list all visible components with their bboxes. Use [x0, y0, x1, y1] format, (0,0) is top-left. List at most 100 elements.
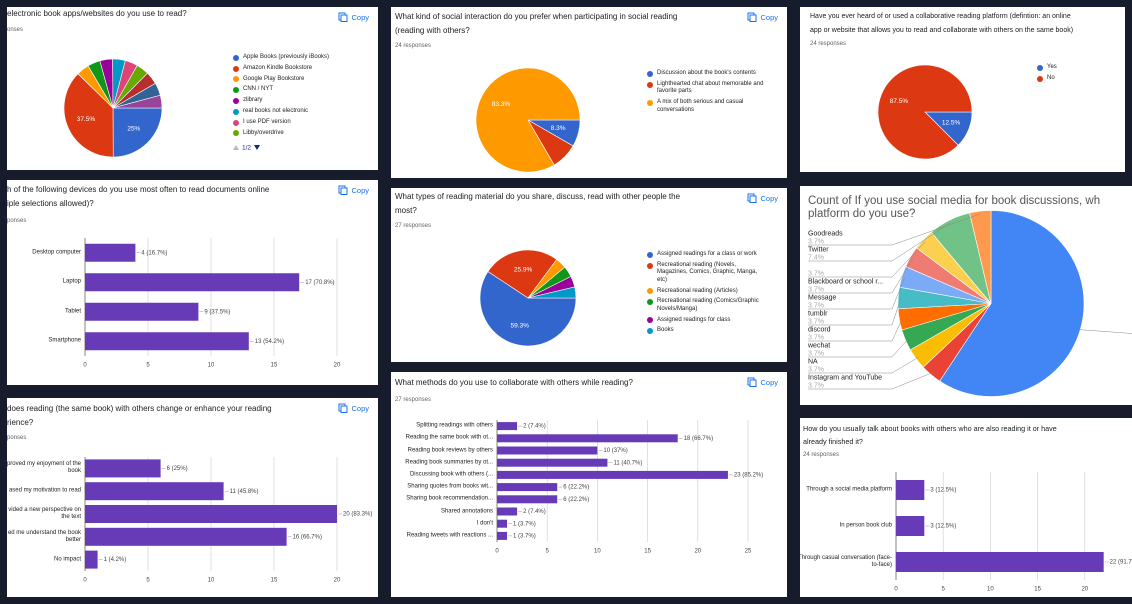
chart-card: 12.5% 87.5% Have you ever heard of or used… — [800, 7, 1125, 172]
bar — [497, 519, 508, 528]
value-label: 10 (37%) — [603, 448, 627, 454]
value-label: 16 (66.7%) — [293, 534, 322, 540]
x-tick-label: 15 — [644, 549, 651, 555]
chart-title: What methods do you use to collaborate w… — [395, 378, 633, 387]
callout-value: 3.7% — [808, 286, 824, 293]
copy-button[interactable]: Copy — [338, 185, 369, 195]
leader-line — [808, 372, 933, 390]
legend-swatch — [233, 76, 239, 83]
callout-label: wechat — [807, 342, 830, 349]
chart: Instagram and YouTube3.7%NA3.7%wechat3.7… — [807, 210, 1132, 397]
legend-label: Lighthearted chat about memorable and fa… — [657, 80, 764, 95]
response-count: 27 responses — [395, 223, 432, 229]
leader-line — [808, 213, 981, 246]
legend-swatch — [647, 317, 653, 324]
copy-button[interactable]: Copy — [338, 12, 369, 22]
legend: Assigned readings for a class or work Rec… — [647, 251, 765, 338]
chart: 0 5 10 15 20 6 (25%) 11 (45.8%) 20 (83.3%) 16 (6… — [83, 457, 372, 584]
value-label: 11 (40.7%) — [613, 460, 642, 466]
legend-item: A mix of both serious and casual convers… — [647, 99, 771, 114]
category-label: Splitting readings with others — [416, 422, 493, 429]
category-label: Smartphone — [48, 337, 81, 344]
pie-slice — [487, 249, 558, 299]
legend-item: Assigned readings for class — [647, 317, 765, 325]
bar — [85, 243, 136, 262]
x-tick-label: 0 — [495, 549, 499, 555]
x-tick-label: 15 — [271, 578, 278, 584]
copy-icon — [747, 193, 757, 203]
copy-icon — [747, 12, 757, 22]
callout-label: Blackboard or school r... — [808, 278, 883, 285]
legend-label: No — [1047, 74, 1055, 81]
category-label: Through casual conversation (face-to-fac… — [800, 555, 892, 568]
copy-label: Copy — [760, 12, 778, 22]
response-count: 24 responses — [803, 452, 840, 458]
slice-label: 25.9% — [514, 266, 533, 273]
category-label: Laptop — [62, 278, 81, 285]
chart: 12.5% 87.5% — [877, 64, 973, 160]
chart: 0 5 10 15 20 3 (12.5%) 3 (12.5%) 22 (91.7%) — [894, 472, 1132, 593]
slice-label: 83.3% — [492, 101, 511, 108]
chart-card: Instagram and YouTube 3.7% NA 3.7% wechat 3.7… — [800, 186, 1132, 405]
copy-button[interactable]: Copy — [338, 403, 369, 413]
copy-button[interactable]: Copy — [747, 193, 778, 203]
bar — [497, 422, 518, 431]
legend-swatch — [647, 251, 653, 258]
legend-swatch — [233, 130, 239, 137]
chart-title: How do you usually talk about books with… — [803, 423, 1057, 433]
chart-title: does reading (the same book) with others… — [7, 404, 272, 413]
x-tick-label: 5 — [942, 587, 946, 593]
leader-line — [808, 338, 909, 358]
legend-item: Recreational reading (Comics/Graphic Nov… — [647, 298, 765, 313]
chart-title: most? — [395, 206, 417, 215]
x-tick-label: 20 — [694, 549, 701, 555]
bar — [85, 482, 224, 501]
legend-item: Yes — [1037, 64, 1097, 72]
bar — [497, 470, 728, 479]
chart-card: 25% 37.5% 1/2 electronic book apps/websites… — [7, 7, 378, 170]
legend-swatch — [233, 119, 239, 126]
leader-line — [808, 277, 905, 310]
legend-item: Discussion about the book's contents — [647, 70, 771, 78]
value-label: 3 (12.5%) — [930, 488, 956, 494]
legend-label: Recreational reading (Comics/Graphic Nov… — [657, 298, 759, 312]
x-tick-label: 5 — [546, 549, 550, 555]
value-label: 20 (83.3%) — [343, 512, 372, 518]
pie-slice — [939, 210, 1085, 397]
leader-line — [808, 241, 926, 278]
chart: 8.3% 83.3% — [475, 67, 581, 173]
chart-title: electronic book apps/websites do you use… — [7, 9, 187, 18]
copy-icon-front — [340, 405, 348, 413]
legend-swatch — [233, 97, 239, 104]
callout-value: 3.7% — [808, 382, 824, 389]
leader-line — [808, 298, 902, 326]
copy-button[interactable]: Copy — [747, 12, 778, 22]
callout-value: 3.7% — [808, 302, 824, 309]
category-label: I don't — [476, 520, 493, 527]
x-tick-label: 10 — [208, 578, 215, 584]
x-tick-label: 20 — [1081, 587, 1088, 593]
pager-next[interactable] — [254, 145, 260, 150]
bar — [497, 483, 558, 492]
callout-value: 7.4% — [808, 254, 824, 261]
response-count: 27 responses — [395, 397, 432, 403]
legend-item: zlibrary — [233, 97, 373, 105]
copy-icon — [747, 377, 757, 387]
legend-swatch — [233, 54, 239, 61]
category-label: Sharing quotes from books wit... — [407, 483, 493, 490]
chart-title: h of the following devices do you use mo… — [7, 185, 270, 194]
legend-item: Lighthearted chat about memorable and fa… — [647, 81, 771, 96]
legend-item: Amazon Kindle Bookstore — [233, 65, 373, 73]
slice-label: 25% — [127, 125, 140, 132]
chart: 0 5 10 15 20 25 2 (7.4%) 18 (66.7%) 10 (37%) 11 (… — [495, 420, 763, 555]
value-label: 23 (85.2%) — [734, 472, 763, 478]
copy-button[interactable]: Copy — [747, 377, 778, 387]
copy-label: Copy — [351, 403, 369, 413]
legend-item: Assigned readings for a class or work — [647, 251, 765, 259]
legend-item: CNN / NYT — [233, 86, 373, 94]
legend-item: No — [1037, 75, 1097, 83]
slice-label: 37.5% — [77, 116, 96, 123]
legend-swatch — [647, 70, 653, 77]
chart: 25% 37.5% 1/2 — [63, 58, 260, 158]
